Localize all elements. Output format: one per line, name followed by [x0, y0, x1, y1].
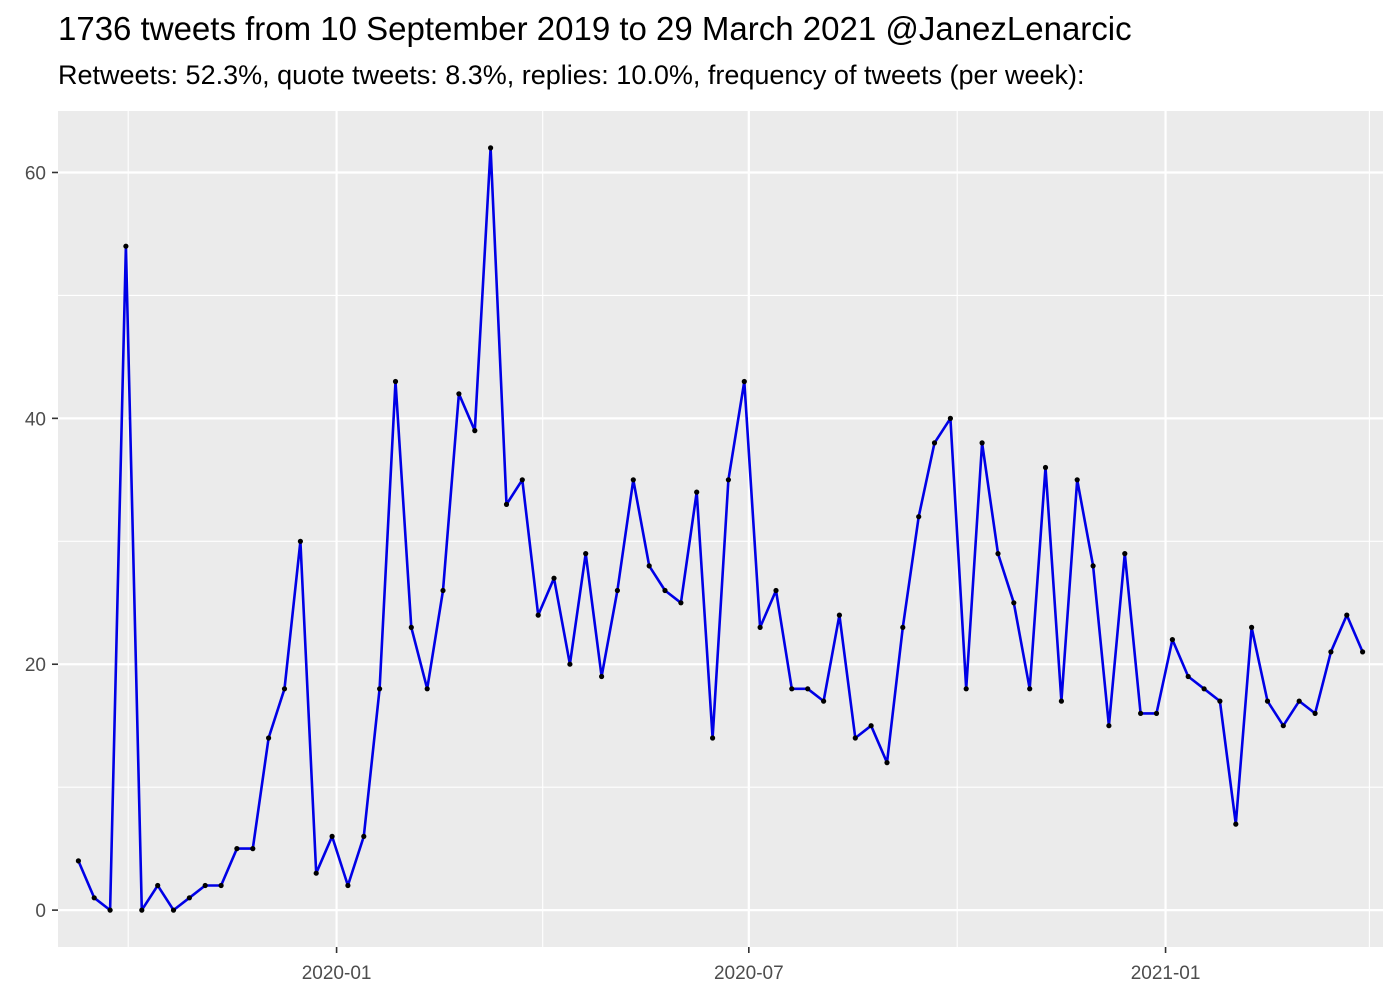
- data-point: [1042, 464, 1049, 471]
- data-point: [1011, 600, 1017, 606]
- data-point: [535, 612, 541, 618]
- data-point: [234, 846, 240, 852]
- data-point: [821, 698, 827, 704]
- data-point: [392, 378, 399, 385]
- data-point: [202, 882, 208, 889]
- data-point: [1233, 821, 1239, 827]
- minor-gridlines: [58, 111, 1383, 947]
- data-point: [1169, 637, 1175, 643]
- data-point: [947, 415, 954, 421]
- data-point: [1217, 698, 1223, 704]
- data-point: [1058, 698, 1064, 704]
- data-point: [91, 895, 97, 901]
- data-point: [1344, 612, 1350, 618]
- x-tick-label: 2021-01: [1131, 963, 1201, 984]
- data-point: [107, 907, 113, 913]
- data-point: [472, 428, 478, 434]
- data-point: [694, 489, 700, 495]
- data-point: [440, 587, 446, 594]
- data-point: [75, 858, 81, 864]
- data-point: [170, 907, 177, 913]
- data-point: [1296, 698, 1302, 704]
- data-point: [503, 501, 510, 507]
- data-point: [979, 440, 985, 446]
- data-point: [1312, 710, 1318, 717]
- data-point: [1027, 686, 1033, 692]
- tweet-frequency-line: [77, 146, 1364, 912]
- data-point: [1074, 477, 1080, 483]
- data-point: [630, 477, 636, 483]
- data-point: [916, 514, 922, 520]
- data-point: [123, 243, 129, 249]
- y-tick-label: 60: [25, 163, 46, 184]
- data-point: [1249, 624, 1255, 631]
- data-point: [519, 477, 525, 483]
- data-point: [155, 882, 161, 889]
- data-point: [139, 907, 145, 913]
- axis-ticks: [52, 171, 1167, 953]
- data-point: [361, 833, 367, 840]
- y-tick-label: 0: [35, 901, 46, 922]
- data-point: [345, 882, 351, 889]
- plot-panel: [58, 111, 1383, 947]
- major-gridlines: [58, 111, 1383, 947]
- data-point: [963, 686, 969, 692]
- data-point: [757, 624, 763, 631]
- data-point: [313, 870, 319, 876]
- data-point: [488, 145, 494, 151]
- data-point: [1201, 686, 1207, 692]
- chart-title: 1736 tweets from 10 September 2019 to 29…: [58, 10, 1132, 47]
- data-point: [852, 735, 858, 741]
- data-point: [1106, 723, 1112, 729]
- data-point: [1138, 710, 1144, 717]
- data-point: [599, 673, 605, 680]
- data-point: [1328, 649, 1334, 655]
- data-point: [266, 735, 272, 741]
- data-point: [614, 587, 621, 594]
- data-point: [1360, 649, 1366, 655]
- data-point: [1280, 723, 1286, 729]
- tick-labels: 0 20 40 60 2020-01 2020-07 2021-01: [25, 163, 1201, 984]
- data-point: [1264, 698, 1271, 704]
- data-point: [218, 882, 224, 889]
- data-point: [329, 833, 335, 840]
- data-point: [836, 612, 843, 618]
- data-point: [995, 551, 1001, 557]
- data-point: [1090, 563, 1096, 569]
- x-tick-label: 2020-01: [302, 963, 372, 984]
- data-point: [408, 624, 414, 631]
- data-point: [186, 895, 192, 901]
- x-tick-label: 2020-07: [714, 963, 784, 984]
- data-points: [75, 145, 1366, 913]
- data-point: [789, 686, 795, 692]
- data-point: [424, 686, 430, 692]
- data-point: [281, 686, 288, 692]
- data-point: [741, 378, 747, 385]
- data-point: [1185, 673, 1191, 680]
- data-point: [1122, 551, 1128, 557]
- data-point: [567, 661, 573, 667]
- data-point: [551, 575, 557, 581]
- data-point: [1153, 710, 1160, 717]
- data-point: [868, 723, 874, 729]
- data-point: [710, 735, 716, 741]
- data-point: [297, 538, 303, 544]
- data-point: [583, 551, 589, 557]
- data-point: [805, 686, 811, 692]
- data-point: [931, 440, 938, 446]
- data-point: [646, 563, 652, 569]
- data-point: [456, 391, 462, 397]
- y-tick-label: 40: [25, 409, 46, 430]
- y-tick-label: 20: [25, 655, 46, 676]
- data-point: [662, 587, 668, 594]
- data-point: [725, 477, 732, 483]
- data-point: [884, 760, 890, 766]
- data-point: [900, 624, 906, 631]
- data-point: [773, 587, 779, 594]
- data-point: [250, 846, 256, 852]
- data-point: [377, 686, 383, 692]
- data-point: [678, 600, 684, 606]
- chart-subtitle: Retweets: 52.3%, quote tweets: 8.3%, rep…: [58, 60, 1085, 90]
